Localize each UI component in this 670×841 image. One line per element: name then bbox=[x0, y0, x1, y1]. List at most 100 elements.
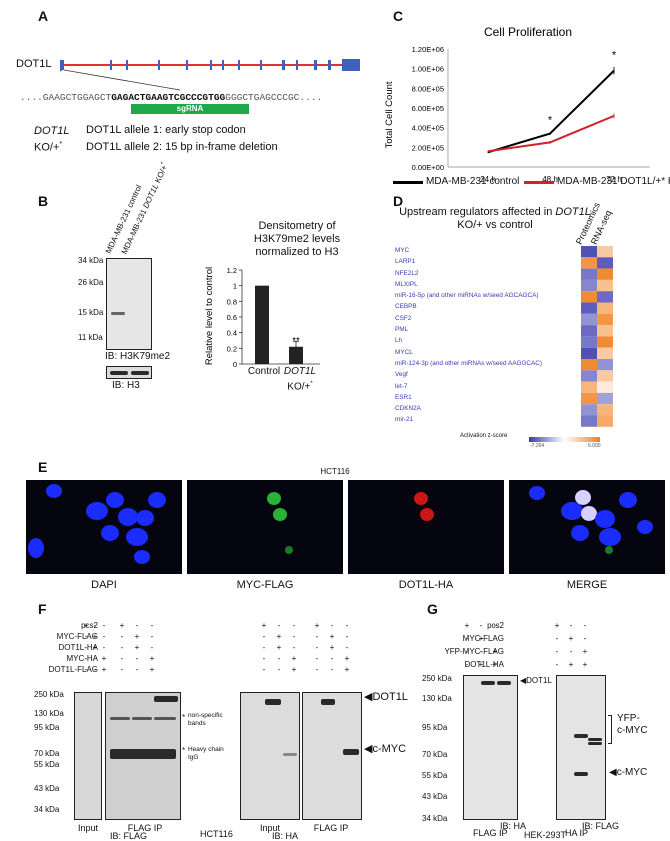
sign-cell: - bbox=[292, 632, 296, 641]
image-dot1l-ha bbox=[348, 480, 504, 574]
heatmap-cell bbox=[597, 370, 613, 382]
f-ib-ha: IB: HA bbox=[272, 831, 299, 841]
significance-marker: ** bbox=[292, 336, 300, 347]
chart-title: Cell Proliferation bbox=[484, 25, 572, 39]
row-label: pcs2 bbox=[81, 621, 98, 630]
heatmap-cell bbox=[581, 336, 597, 348]
sign-cell: + bbox=[582, 647, 588, 656]
y-tick-label: 0.6 bbox=[227, 313, 237, 322]
heatmap-cell bbox=[597, 325, 613, 337]
marker-label: 43 kDa bbox=[34, 784, 60, 793]
proliferation-chart: Cell Proliferation Total Cell Count 0.00… bbox=[384, 25, 650, 184]
heatmap-cell bbox=[581, 415, 597, 427]
caption-merge: MERGE bbox=[566, 579, 608, 591]
f-cell-line: HCT116 bbox=[200, 829, 233, 839]
bar bbox=[289, 346, 303, 364]
y-tick-label: 1.2 bbox=[227, 266, 237, 275]
sign-cell: - bbox=[262, 665, 266, 674]
sign-cell: - bbox=[120, 632, 124, 641]
sign-cell: - bbox=[493, 634, 497, 643]
f-label-flagip-2: FLAG IP bbox=[313, 823, 349, 833]
sign-cell: - bbox=[465, 647, 469, 656]
g-cmyc-marker: ◀c-MYC bbox=[609, 767, 648, 778]
sign-cell: + bbox=[492, 660, 498, 669]
sig-marker: * bbox=[548, 115, 553, 127]
bar bbox=[255, 285, 269, 364]
row-label: MYC-FLAG bbox=[462, 634, 504, 643]
sign-cell: + bbox=[568, 634, 574, 643]
image-myc-flag bbox=[187, 480, 343, 574]
sign-cell: - bbox=[330, 621, 334, 630]
blot-h3k79me2 bbox=[106, 258, 152, 350]
heatmap-cell bbox=[597, 291, 613, 303]
regulator-label: MLXIPL bbox=[395, 280, 418, 288]
f-label-input-2: Input bbox=[259, 823, 281, 833]
sign-cell: + bbox=[101, 654, 107, 663]
row-label: MYC-FLAG bbox=[56, 632, 98, 641]
marker-11: 11 kDa bbox=[78, 333, 103, 342]
g-blot-haip bbox=[556, 675, 606, 820]
sign-cell: - bbox=[135, 654, 139, 663]
sign-cell: + bbox=[134, 632, 140, 641]
panel-label-c: C bbox=[393, 8, 404, 24]
sign-cell: + bbox=[101, 665, 107, 674]
sign-cell: - bbox=[345, 632, 349, 641]
heatmap-cell bbox=[581, 370, 597, 382]
ko-label: DOT1L KO/+* bbox=[34, 125, 70, 154]
panel-label-d: D bbox=[393, 193, 404, 209]
heatmap-cell bbox=[597, 415, 613, 427]
sign-cell: - bbox=[583, 621, 587, 630]
sign-cell: - bbox=[569, 621, 573, 630]
sign-cell: - bbox=[93, 665, 97, 674]
sign-cell: - bbox=[345, 621, 349, 630]
g-ib-ha: IB: HA bbox=[500, 821, 527, 831]
f-blot-flagip-flag bbox=[105, 692, 181, 820]
x-tick-label: 24 h bbox=[480, 175, 496, 184]
marker-34: 34 kDa bbox=[78, 256, 104, 265]
row-label: YFP-MYC-FLAG bbox=[444, 647, 504, 656]
sig-marker: * bbox=[612, 50, 617, 62]
y-tick-label: 1 bbox=[233, 282, 237, 291]
marker-label: 34 kDa bbox=[34, 805, 60, 814]
sign-cell: + bbox=[329, 643, 335, 652]
sign-cell: + bbox=[92, 632, 98, 641]
marker-15: 15 kDa bbox=[78, 308, 104, 317]
f-star-1: * bbox=[182, 713, 186, 722]
legend-label-ko: MDA-MB-231 DOT1L/+* KO bbox=[557, 176, 670, 187]
regulator-label: miR-16-5p (and other miRNAs w/seed AGCAG… bbox=[395, 292, 539, 300]
gene-name: DOT1L bbox=[16, 58, 52, 70]
heatmap-cell bbox=[581, 246, 597, 258]
sign-cell: - bbox=[277, 654, 281, 663]
g-sign-grid: + - - + - - - + - - + - - - + - - + - + + - + + bbox=[465, 621, 662, 681]
y-tick-label: 2.00E+05 bbox=[412, 143, 444, 152]
sign-cell: + bbox=[276, 632, 282, 641]
f-markers: 250 kDa 130 kDa 95 kDa 70 kDa 55 kDa 43 kDa 34… bbox=[34, 690, 74, 825]
y-tick-label: 0.00E+00 bbox=[412, 163, 444, 172]
heatmap-grid bbox=[581, 246, 613, 427]
sign-cell: - bbox=[315, 654, 319, 663]
heatmap-cell bbox=[597, 302, 613, 314]
heatmap-cell bbox=[581, 279, 597, 292]
y-tick-label: 1.20E+06 bbox=[412, 45, 444, 54]
sign-cell: - bbox=[84, 654, 88, 663]
sign-cell: - bbox=[465, 634, 469, 643]
colorbar-min: -7.264 bbox=[530, 443, 545, 449]
sign-cell: - bbox=[315, 643, 319, 652]
caption-myc-flag: MYC-FLAG bbox=[236, 579, 294, 591]
g-markers: 250 kDa 130 kDa 95 kDa 70 kDa 55 kDa 43 kDa 34… bbox=[422, 672, 462, 823]
marker-label: 55 kDa bbox=[34, 760, 60, 769]
regulator-label: LARP1 bbox=[395, 258, 416, 266]
caption-dot1l-ha: DOT1L-HA bbox=[398, 579, 454, 591]
sign-cell: - bbox=[93, 654, 97, 663]
sign-cell: - bbox=[102, 643, 106, 652]
heatmap-cell bbox=[597, 347, 613, 359]
y-tick-label: 0.2 bbox=[227, 344, 237, 353]
sign-cell: + bbox=[478, 660, 484, 669]
sign-cell: - bbox=[262, 643, 266, 652]
f-blot-input-flag bbox=[74, 692, 102, 820]
row-label: DOT1L-HA bbox=[464, 660, 504, 669]
regulator-label: CSF2 bbox=[395, 314, 412, 322]
sign-cell: + bbox=[582, 660, 588, 669]
heatmap-cell bbox=[581, 359, 597, 371]
sign-cell: - bbox=[315, 665, 319, 674]
